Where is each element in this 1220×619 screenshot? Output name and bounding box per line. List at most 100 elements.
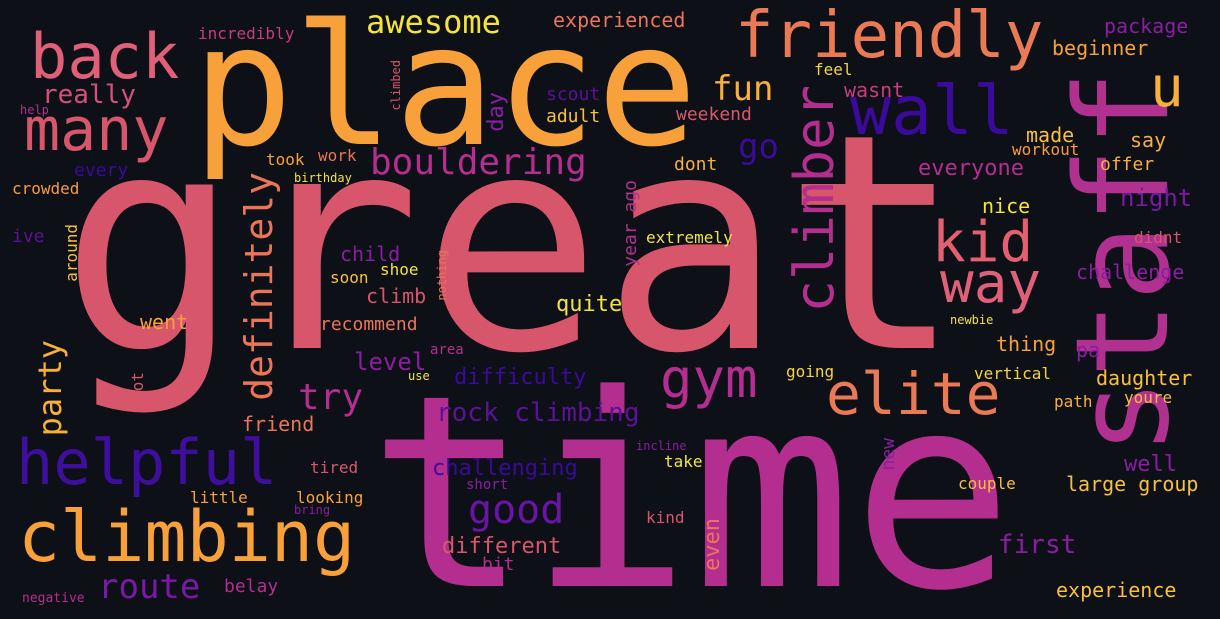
word-even: even (700, 518, 725, 571)
word-beginner: beginner (1052, 36, 1149, 60)
word-everyone: everyone (918, 156, 1024, 181)
word-short: short (466, 477, 509, 493)
word-well: well (1124, 452, 1177, 477)
word-work: work (318, 146, 357, 165)
word-climbed: climbed (389, 60, 403, 111)
word-experienced: experienced (553, 8, 686, 32)
word-pa: pa (1076, 338, 1101, 362)
word-weekend: weekend (676, 104, 752, 125)
word-definitely: definitely (237, 172, 281, 401)
word-area: area (430, 342, 464, 358)
word-level: level (354, 348, 427, 376)
word-went: went (140, 310, 189, 334)
word-shoe: shoe (380, 260, 419, 279)
word-experience: experience (1056, 578, 1177, 602)
word-nothing: nothing (435, 250, 449, 301)
word-great: great (60, 70, 964, 419)
word-offer: offer (1100, 154, 1155, 175)
word-extremely: extremely (646, 228, 733, 247)
word-climbing: climbing (18, 496, 356, 578)
word-many: many (24, 95, 169, 165)
word-adult: adult (546, 106, 601, 127)
word-place: place (192, 0, 698, 184)
word-really: really (42, 80, 136, 110)
word-friend: friend (242, 412, 315, 436)
word-package: package (1104, 14, 1189, 38)
word-take: take (664, 452, 703, 471)
word-kind: kind (646, 508, 685, 527)
word-day: day (484, 92, 509, 132)
word-tired: tired (310, 458, 359, 477)
word-daughter: daughter (1096, 366, 1193, 390)
word-feel: feel (814, 60, 853, 79)
word-night: night (1120, 184, 1193, 212)
word-climb: climb (366, 284, 427, 308)
word-around: around (62, 224, 81, 282)
word-path: path (1054, 392, 1093, 411)
word-kid: kid (932, 210, 1034, 275)
word-couple: couple (958, 474, 1016, 493)
word-first: first (998, 530, 1077, 560)
word-looking: looking (296, 488, 364, 507)
word-ive: ive (12, 226, 45, 247)
word-try: try (298, 377, 364, 418)
word-new: new (878, 438, 899, 471)
word-say: say (1130, 128, 1167, 152)
word-fun: fun (712, 69, 774, 109)
word-lot: lot (128, 372, 147, 401)
word-made: made (1026, 123, 1075, 147)
word-helpful: helpful (16, 426, 278, 499)
word-didnt: didnt (1134, 228, 1183, 247)
word-newbie: newbie (950, 313, 994, 327)
word-quite: quite (556, 292, 623, 317)
word-vertical: vertical (974, 364, 1052, 383)
word-u: u (1150, 55, 1184, 120)
word-negative: negative (22, 591, 85, 606)
word-little: little (190, 488, 248, 507)
word-large-group: large group (1066, 472, 1199, 496)
word-thing: thing (996, 332, 1057, 356)
word-bring: bring (294, 503, 331, 517)
word-wall: wall (850, 72, 1014, 151)
word-good: good (468, 487, 565, 533)
word-way: way (940, 251, 1042, 316)
word-crowded: crowded (12, 179, 80, 198)
word-route: route (98, 567, 201, 607)
word-back: back (30, 20, 180, 93)
word-incredibly: incredibly (198, 24, 295, 43)
word-bit: bit (482, 554, 515, 575)
word-challenging: challenging (432, 456, 578, 481)
word-dont: dont (674, 154, 718, 175)
word-friendly: friendly (735, 0, 1044, 73)
word-soon: soon (330, 268, 369, 287)
word-go: go (738, 127, 779, 167)
word-child: child (340, 242, 401, 266)
word-took: took (266, 150, 305, 169)
word-going: going (786, 362, 835, 381)
word-birthday: birthday (294, 171, 352, 185)
word-elite: elite (826, 360, 1001, 428)
word-use: use (408, 369, 430, 383)
word-year-ago: year ago (620, 180, 641, 267)
word-recommend: recommend (320, 314, 418, 335)
word-different: different (442, 534, 562, 559)
word-wasnt: wasnt (844, 78, 905, 102)
word-bouldering: bouldering (370, 142, 587, 183)
word-youre: youre (1124, 388, 1173, 407)
word-belay: belay (224, 576, 279, 597)
word-workout: workout (1012, 140, 1080, 159)
word-time: time (368, 338, 1014, 619)
word-climber: climber (783, 85, 846, 313)
word-help: help (20, 103, 49, 117)
word-scout: scout (546, 84, 601, 105)
word-gym: gym (660, 347, 758, 410)
word-incline: incline (636, 439, 687, 453)
word-difficulty: difficulty (454, 365, 587, 390)
word-rock-climbing: rock climbing (436, 398, 640, 428)
word-every: every (74, 160, 129, 181)
word-challenge: challenge (1076, 260, 1185, 284)
word-party: party (31, 340, 69, 437)
word-nice: nice (982, 194, 1031, 218)
word-awesome: awesome (366, 3, 501, 41)
